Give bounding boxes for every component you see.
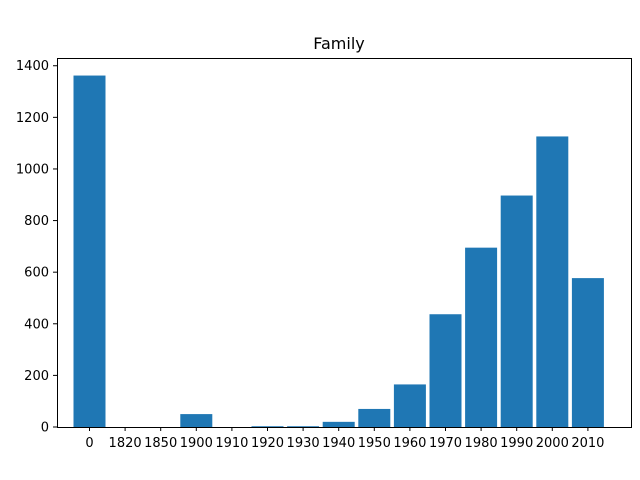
x-tick-label: 1850 bbox=[144, 436, 177, 451]
bar-1990 bbox=[500, 195, 533, 427]
x-tick-label: 1900 bbox=[180, 436, 213, 451]
x-tick-label: 1930 bbox=[287, 436, 320, 451]
bar-2010 bbox=[571, 278, 604, 427]
x-tick-label: 1990 bbox=[500, 436, 533, 451]
y-tick-label: 1400 bbox=[16, 59, 49, 74]
x-tick-label: 1820 bbox=[109, 436, 142, 451]
y-tick-label: 1000 bbox=[16, 162, 49, 177]
x-tick-label: 1970 bbox=[429, 436, 462, 451]
bar-1900 bbox=[180, 414, 213, 427]
bar-1960 bbox=[393, 384, 426, 427]
y-tick-label: 600 bbox=[24, 266, 49, 281]
bar-1930 bbox=[287, 426, 320, 427]
x-tick-label: 1940 bbox=[322, 436, 355, 451]
x-axis: 0 1820 1850 1900 1910 1920 1930 1940 1950 1960 197… bbox=[85, 427, 604, 451]
bar-1950 bbox=[358, 408, 391, 427]
y-tick-label: 400 bbox=[24, 317, 49, 332]
bar-0 bbox=[73, 75, 106, 428]
chart-title: Family bbox=[313, 34, 364, 53]
x-tick-label: 1980 bbox=[465, 436, 498, 451]
bar-1920 bbox=[251, 426, 284, 427]
x-tick-label: 1920 bbox=[251, 436, 284, 451]
bars-group bbox=[73, 75, 604, 428]
y-tick-label: 800 bbox=[24, 214, 49, 229]
plot-frame bbox=[57, 58, 632, 428]
bar-1970 bbox=[429, 314, 462, 427]
y-tick-label: 1200 bbox=[16, 111, 49, 126]
x-tick-label: 1950 bbox=[358, 436, 391, 451]
x-tick-label: 1960 bbox=[393, 436, 426, 451]
y-axis: 0 200 400 600 800 1000 1200 1400 bbox=[16, 59, 57, 436]
x-tick-label: 1910 bbox=[215, 436, 248, 451]
y-tick-label: 200 bbox=[24, 369, 49, 384]
x-tick-label: 2000 bbox=[536, 436, 569, 451]
x-tick-label: 0 bbox=[85, 436, 93, 451]
bar-1940 bbox=[322, 421, 355, 427]
y-tick-label: 0 bbox=[41, 421, 49, 436]
bar-1980 bbox=[465, 247, 498, 427]
bar-2000 bbox=[536, 136, 569, 427]
x-tick-label: 2010 bbox=[571, 436, 604, 451]
